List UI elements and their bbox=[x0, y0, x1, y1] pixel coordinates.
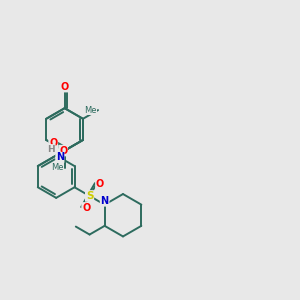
Text: O: O bbox=[49, 138, 57, 148]
Text: H: H bbox=[48, 145, 55, 154]
Text: O: O bbox=[61, 82, 69, 92]
Text: O: O bbox=[59, 146, 67, 156]
Text: O: O bbox=[82, 203, 90, 213]
Text: N: N bbox=[100, 196, 109, 206]
Text: Me: Me bbox=[84, 106, 97, 115]
Text: Me: Me bbox=[51, 164, 63, 172]
Text: O: O bbox=[96, 179, 104, 189]
Text: S: S bbox=[86, 191, 93, 201]
Text: N: N bbox=[56, 152, 64, 162]
